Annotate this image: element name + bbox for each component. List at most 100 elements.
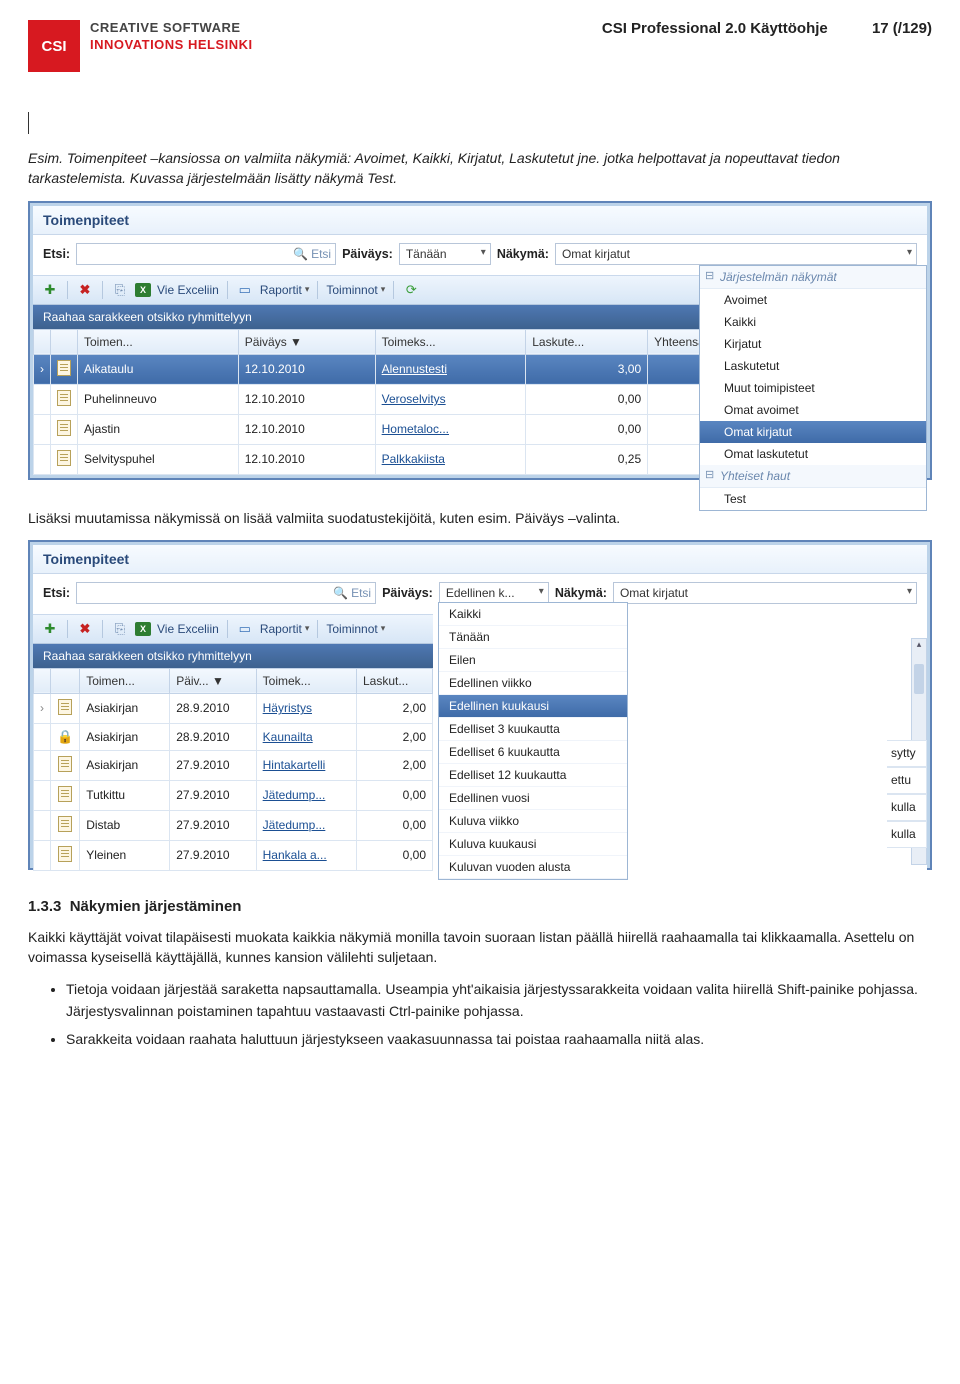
dropdown-item[interactable]: Laskutetut [700,355,926,377]
dropdown-item[interactable]: Muut toimipisteet [700,377,926,399]
dropdown-item[interactable]: Eilen [439,649,627,672]
document-icon [58,699,72,715]
dropdown-item[interactable]: Avoimet [700,289,926,311]
dropdown-item[interactable]: Omat laskutetut [700,443,926,465]
column-header[interactable]: Toimek... [256,668,356,693]
nakyma-dropdown-panel: Järjestelmän näkymätAvoimetKaikkiKirjatu… [699,265,927,511]
document-icon [58,846,72,862]
column-header[interactable]: Toimeks... [375,329,526,354]
dropdown-group: Järjestelmän näkymät [700,266,926,289]
dropdown-item[interactable]: Edelliset 3 kuukautta [439,718,627,741]
search-button-text: Etsi [351,586,371,600]
nakyma-label: Näkymä: [555,586,607,600]
dropdown-item[interactable]: Tänään [439,626,627,649]
column-header[interactable]: Laskut... [356,668,432,693]
toolbar: ✚ ✖ ⎘ X Vie Exceliin ▭ Raportit▾ Toiminn… [33,614,433,644]
panel-title: Toimenpiteet [33,206,927,235]
excel-icon[interactable]: X [135,622,151,636]
reports-button[interactable]: Raportit▾ [260,622,310,636]
refresh-icon[interactable]: ⟳ [402,281,420,299]
logo-badge: CSI [28,20,80,72]
dropdown-item[interactable]: Kuluvan vuoden alusta [439,856,627,879]
paivays-label: Päiväys: [342,247,393,261]
copy-icon[interactable]: ⎘ [111,620,129,638]
page-header: CSI CREATIVE SOFTWARE INNOVATIONS HELSIN… [28,20,932,72]
intro-paragraph: Esim. Toimenpiteet –kansiossa on valmiit… [28,148,932,189]
table-row[interactable]: Yleinen27.9.2010Hankala a...0,00 [34,840,433,870]
truncated-column-fragment: syttyettukullakulla [887,740,927,848]
paivays-label: Päiväys: [382,586,433,600]
document-icon [57,450,71,466]
excel-icon[interactable]: X [135,283,151,297]
search-icon: 🔍 [293,247,308,261]
data-grid-2: Toimen...Päiv... ▼Toimek...Laskut... ›As… [33,668,433,871]
logo-text: CREATIVE SOFTWARE INNOVATIONS HELSINKI [90,20,253,54]
dropdown-item[interactable]: Omat avoimet [700,399,926,421]
screenshot-2: Toimenpiteet Etsi: 🔍 Etsi Päiväys: Edell… [28,540,932,870]
page-number: 17 (/129) [872,20,932,37]
dropdown-item[interactable]: Kaikki [700,311,926,333]
dropdown-item[interactable]: Edelliset 6 kuukautta [439,741,627,764]
column-header[interactable]: Toimen... [80,668,170,693]
dropdown-item[interactable]: Test [700,488,926,510]
dropdown-item[interactable]: Edellinen viikko [439,672,627,695]
column-header[interactable]: Laskute... [526,329,648,354]
column-header[interactable]: Päiv... ▼ [170,668,256,693]
search-button-text: Etsi [311,247,331,261]
paivays-dropdown-panel: KaikkiTänäänEilenEdellinen viikkoEdellin… [438,602,628,880]
report-icon: ▭ [236,620,254,638]
document-icon [58,786,72,802]
export-excel-button[interactable]: Vie Exceliin [157,622,219,636]
delete-icon[interactable]: ✖ [76,620,94,638]
copy-icon[interactable]: ⎘ [111,281,129,299]
dropdown-item[interactable]: Edelliset 12 kuukautta [439,764,627,787]
add-icon[interactable]: ✚ [41,620,59,638]
dropdown-item[interactable]: Kirjatut [700,333,926,355]
document-icon [57,420,71,436]
dropdown-item[interactable]: Omat kirjatut [700,421,926,443]
section-paragraph: Kaikki käyttäjät voivat tilapäisesti muo… [28,927,932,968]
bullet-list: Tietoja voidaan järjestää saraketta naps… [66,979,932,1050]
dropdown-item[interactable]: Kaikki [439,603,627,626]
actions-button[interactable]: Toiminnot▾ [326,622,385,636]
export-excel-button[interactable]: Vie Exceliin [157,283,219,297]
panel-title-2: Toimenpiteet [33,545,927,574]
nakyma-label: Näkymä: [497,247,549,261]
search-label: Etsi: [43,586,70,600]
column-header[interactable]: Päiväys ▼ [238,329,375,354]
bullet-item: Tietoja voidaan järjestää saraketta naps… [66,979,932,1022]
table-row[interactable]: Distab27.9.2010Jätedump...0,00 [34,810,433,840]
dropdown-item[interactable]: Kuluva kuukausi [439,833,627,856]
screenshot-1: Toimenpiteet Etsi: 🔍 Etsi Päiväys: Tänää… [28,201,932,480]
document-icon [57,360,71,376]
dropdown-item[interactable]: Edellinen vuosi [439,787,627,810]
document-icon [58,756,72,772]
search-icon: 🔍 [333,586,348,600]
group-by-bar[interactable]: Raahaa sarakkeen otsikko ryhmittelyyn [33,644,433,668]
column-header[interactable]: Toimen... [78,329,239,354]
delete-icon[interactable]: ✖ [76,281,94,299]
add-icon[interactable]: ✚ [41,281,59,299]
nakyma-dropdown[interactable]: Omat kirjatut [555,243,917,265]
dropdown-item[interactable]: Kuluva viikko [439,810,627,833]
paivays-dropdown[interactable]: Tänään [399,243,491,265]
section-heading: 1.3.3 Näkymien järjestäminen [28,898,932,915]
table-row[interactable]: ›Asiakirjan28.9.2010Häyristys2,00 [34,693,433,723]
table-row[interactable]: Tutkittu27.9.2010Jätedump...0,00 [34,780,433,810]
table-row[interactable]: Asiakirjan27.9.2010Hintakartelli2,00 [34,750,433,780]
doc-title: CSI Professional 2.0 Käyttöohje [602,20,828,37]
search-input[interactable]: 🔍 Etsi [76,243,336,265]
search-input[interactable]: 🔍 Etsi [76,582,376,604]
paivays-dropdown[interactable]: Edellinen k... [439,582,549,604]
search-label: Etsi: [43,247,70,261]
report-icon: ▭ [236,281,254,299]
nakyma-dropdown[interactable]: Omat kirjatut [613,582,917,604]
reports-button[interactable]: Raportit▾ [260,283,310,297]
lock-icon: 🔒 [57,729,73,744]
mid-paragraph: Lisäksi muutamissa näkymissä on lisää va… [28,508,932,528]
actions-button[interactable]: Toiminnot▾ [326,283,385,297]
text-cursor [28,112,932,134]
table-row[interactable]: 🔒Asiakirjan28.9.2010Kaunailta2,00 [34,723,433,750]
dropdown-item[interactable]: Edellinen kuukausi [439,695,627,718]
dropdown-group: Yhteiset haut [700,465,926,488]
